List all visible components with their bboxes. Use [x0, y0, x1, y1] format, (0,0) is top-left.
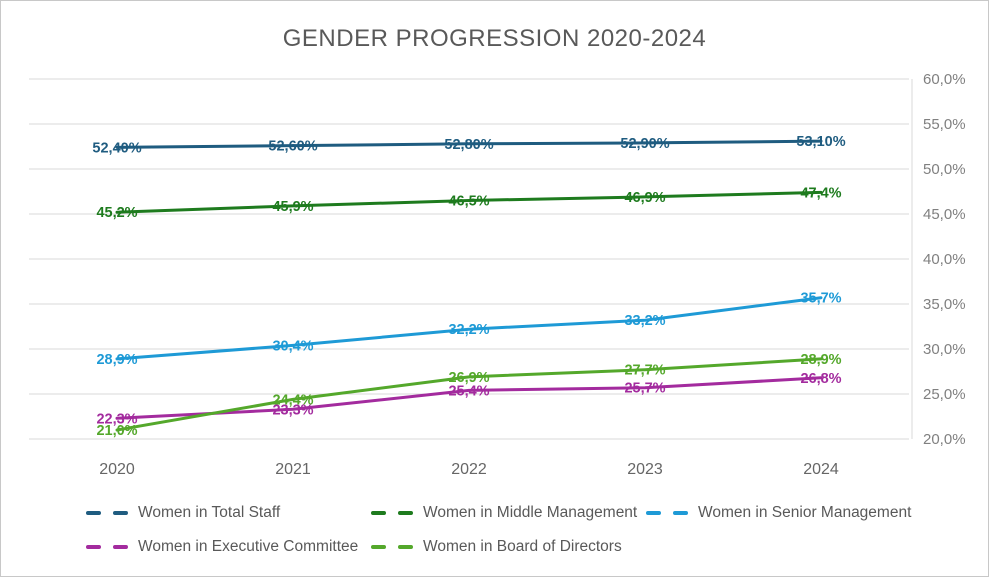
legend-item-women-in-board-of-directors: Women in Board of Directors	[371, 535, 646, 559]
legend-item-label: Women in Board of Directors	[423, 538, 622, 555]
series-line-1	[115, 190, 823, 214]
legend-item-women-in-middle-management: Women in Middle Management	[371, 501, 646, 525]
y-tick-label: 35,0%	[923, 296, 966, 313]
chart-svg: 52,40% 52,60% 52,80% 52,90% 53,10% 45,2% 45,9%…	[29, 71, 966, 478]
legend-item-label: Women in Senior Management	[698, 504, 912, 521]
x-axis-label: 2023	[627, 461, 663, 478]
legend-dash-icon	[86, 545, 101, 549]
data-label: 22,3%	[96, 411, 137, 427]
data-label: 28,9%	[800, 352, 841, 368]
data-label: 28,9%	[96, 352, 137, 368]
legend-dash-icon	[371, 545, 386, 549]
chart-title: GENDER PROGRESSION 2020-2024	[282, 25, 707, 52]
legend-dash-icon	[673, 511, 688, 515]
x-axis-label: 2024	[803, 461, 839, 478]
legend-dash-icon	[646, 511, 661, 515]
legend-item-label: Women in Middle Management	[423, 504, 638, 521]
legend-item-women-in-total-staff: Women in Total Staff	[86, 501, 371, 525]
legend-dash-icon	[398, 545, 413, 549]
data-label: 25,4%	[448, 383, 489, 399]
data-label: 45,2%	[96, 205, 137, 221]
x-axis-label: 2021	[275, 461, 311, 478]
data-label: 24,4%	[272, 392, 313, 408]
data-label: 45,9%	[272, 199, 313, 215]
legend-item-women-in-senior-management: Women in Senior Management	[646, 501, 946, 525]
y-tick-label: 60,0%	[923, 71, 966, 88]
data-label: 27,7%	[624, 363, 665, 379]
data-label: 26,8%	[800, 371, 841, 387]
data-label: 26,9%	[448, 370, 489, 386]
data-label: 52,60%	[268, 139, 317, 155]
data-label: 47,4%	[800, 185, 841, 201]
legend-item-women-in-executive-committee: Women in Executive Committee	[86, 535, 371, 559]
data-label: 52,80%	[444, 137, 493, 153]
series-line-2	[115, 296, 823, 361]
legend-dash-icon	[113, 511, 128, 515]
data-label: 33,2%	[624, 313, 665, 329]
data-label: 23,3%	[272, 402, 313, 418]
y-tick-label: 30,0%	[923, 341, 966, 358]
legend-dash-icon	[371, 511, 386, 515]
data-label: 21,0%	[96, 423, 137, 439]
series-line-0	[115, 139, 823, 149]
y-tick-label: 40,0%	[923, 251, 966, 268]
plot-area: 52,40% 52,60% 52,80% 52,90% 53,10% 45,2% 45,9%…	[1, 1, 988, 491]
legend-dash-icon	[86, 511, 101, 515]
series-line-3	[115, 376, 823, 420]
data-label: 32,2%	[448, 322, 489, 338]
data-label: 53,10%	[796, 134, 845, 150]
data-label: 30,4%	[272, 338, 313, 354]
legend-dash-icon	[113, 545, 128, 549]
y-tick-label: 20,0%	[923, 431, 966, 448]
legend-item-label: Women in Executive Committee	[138, 538, 359, 555]
data-label: 46,9%	[624, 190, 665, 206]
chart-legend: Women in Total Staff Women in Middle Mana…	[86, 501, 946, 559]
y-tick-label: 25,0%	[923, 386, 966, 403]
series-line-4	[115, 357, 823, 432]
data-label: 25,7%	[624, 381, 665, 397]
y-tick-label: 55,0%	[923, 116, 966, 133]
data-label: 35,7%	[800, 291, 841, 307]
data-label: 46,5%	[448, 194, 489, 210]
data-label: 52,40%	[92, 140, 141, 156]
data-label: 52,90%	[620, 136, 669, 152]
legend-dash-icon	[398, 511, 413, 515]
y-tick-label: 45,0%	[923, 206, 966, 223]
legend-item-label: Women in Total Staff	[138, 504, 281, 521]
y-tick-label: 50,0%	[923, 161, 966, 178]
x-axis-label: 2022	[451, 461, 487, 478]
x-axis-label: 2020	[99, 461, 135, 478]
